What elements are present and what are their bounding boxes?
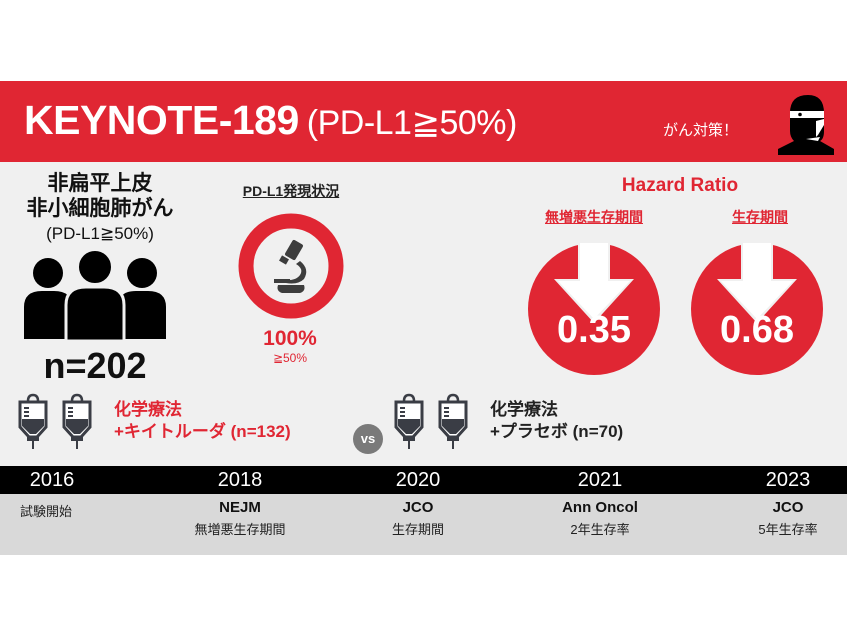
timeline-year: 2021 — [577, 469, 623, 491]
masked-person-icon — [778, 95, 834, 155]
study-subgroup: (PD-L1≧50%) — [306, 104, 518, 142]
timeline-year-band — [0, 466, 847, 494]
treatment-arm-label: 化学療法 +キイトルーダ (n=132) — [114, 399, 291, 443]
sample-size: n=202 — [43, 345, 147, 386]
hazard-ratio-title: Hazard Ratio — [621, 175, 739, 196]
pdl1-donut-ring — [238, 213, 344, 319]
timeline-journal: Ann Oncol — [562, 499, 638, 516]
timeline-journal: JCO — [772, 499, 804, 516]
timeline-year: 2018 — [217, 469, 263, 491]
timeline-year: 2023 — [765, 469, 811, 491]
timeline-year: 2016 — [29, 469, 75, 491]
iv-bag-icon — [394, 393, 424, 449]
iv-bag-icon — [62, 393, 92, 449]
tagline: がん対策！ — [663, 122, 739, 139]
timeline-journal: JCO — [402, 499, 434, 516]
os-hr-value: 0.68 — [720, 309, 794, 351]
treatment-arm-line2: +キイトルーダ (n=132) — [114, 422, 291, 441]
pfs-hr-badge — [528, 241, 660, 375]
timeline-detail: 無増悪生存期間 — [194, 522, 286, 537]
timeline-journal: NEJM — [219, 499, 261, 516]
pdl1-percent: 100% — [263, 327, 317, 350]
iv-bag-icon — [438, 393, 468, 449]
os-label: 生存期間 — [732, 209, 788, 225]
page-title: KEYNOTE-189 (PD-L1≧50%) — [24, 97, 517, 144]
infographic-slide: KEYNOTE-189 (PD-L1≧50%) がん対策！ 非扁平上皮 非小細胞肺… — [0, 81, 847, 555]
histology-label: 非扁平上皮 — [47, 172, 153, 195]
population-title: 非扁平上皮 非小細胞肺がん — [0, 171, 200, 221]
placebo-arm-label: 化学療法 +プラセボ (n=70) — [490, 399, 623, 443]
people-group-icon — [24, 251, 166, 341]
disease-label: 非小細胞肺がん — [26, 197, 174, 220]
microscope-icon — [274, 239, 307, 293]
placebo-arm-line1: 化学療法 — [490, 400, 558, 419]
timeline-detail: 5年生存率 — [758, 522, 818, 537]
pdl1-threshold: ≧50% — [272, 351, 308, 365]
treatment-arm-line1: 化学療法 — [114, 400, 182, 419]
pfs-hr-value: 0.35 — [557, 309, 631, 351]
vs-badge: vs — [353, 424, 383, 454]
timeline-detail: 2年生存率 — [570, 522, 630, 537]
os-hr-badge — [691, 241, 823, 375]
timeline-detail: 試験開始 — [20, 504, 73, 519]
pfs-label: 無増悪生存期間 — [545, 209, 643, 225]
iv-bag-icon — [18, 393, 48, 449]
population-subtitle: (PD-L1≧50%) — [46, 224, 154, 243]
timeline-detail-band — [0, 494, 847, 555]
timeline-year: 2020 — [395, 469, 441, 491]
study-name: KEYNOTE-189 — [24, 97, 299, 143]
placebo-arm-line2: +プラセボ (n=70) — [490, 422, 624, 441]
pdl1-status-label: PD-L1発現状況 — [242, 183, 340, 199]
timeline-detail: 生存期間 — [391, 522, 444, 537]
title-banner: KEYNOTE-189 (PD-L1≧50%) がん対策！ — [0, 81, 847, 162]
